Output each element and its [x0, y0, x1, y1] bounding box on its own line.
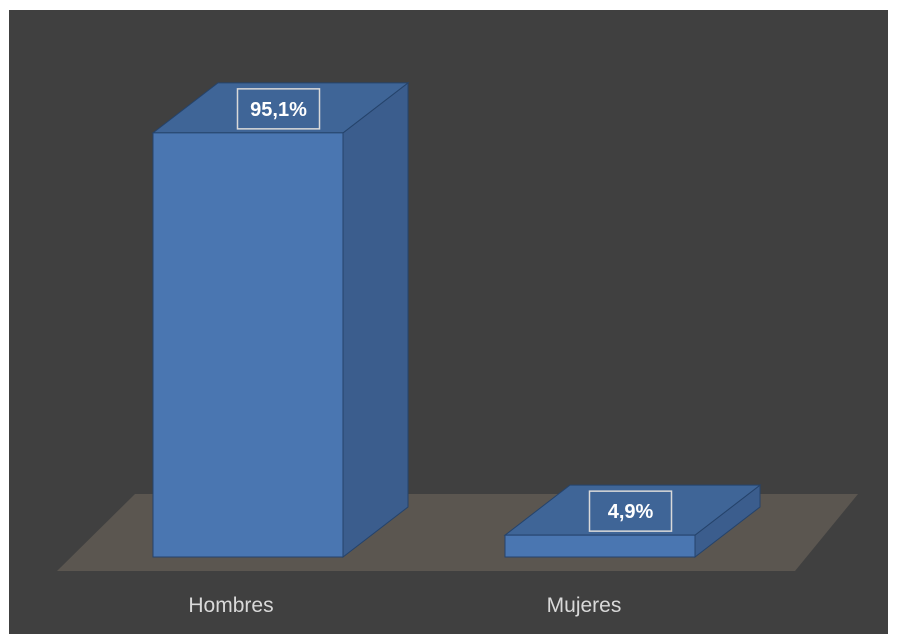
- category-label: Hombres: [188, 594, 273, 617]
- bars-layer: [151, 81, 762, 559]
- category-label: Mujeres: [547, 594, 622, 617]
- chart-area: 95,1% Hombres 4,9% Mujeres: [9, 10, 888, 634]
- data-label: 95,1%: [250, 99, 307, 121]
- bar-front-face: [504, 534, 696, 558]
- bar-mujeres: [503, 484, 762, 559]
- labels-layer: 95,1% Hombres 4,9% Mujeres: [188, 88, 673, 617]
- bar-side-face: [342, 81, 409, 559]
- data-label-box: [588, 490, 673, 532]
- bar-chart: 95,1% Hombres 4,9% Mujeres: [57, 81, 858, 617]
- data-label: 4,9%: [608, 501, 654, 523]
- data-label-box: [236, 88, 321, 130]
- bar-hombres: [151, 81, 410, 559]
- bar-front-face: [152, 132, 344, 558]
